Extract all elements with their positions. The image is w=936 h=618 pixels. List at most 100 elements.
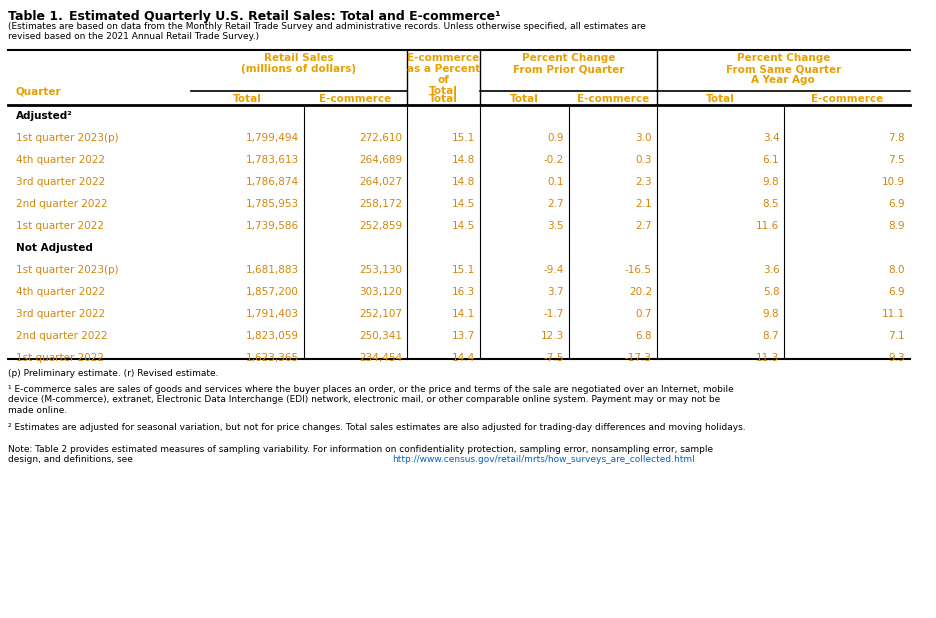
Text: 14.8: 14.8 (452, 155, 475, 165)
Text: 6.9: 6.9 (888, 199, 905, 209)
Text: 3.4: 3.4 (763, 133, 780, 143)
Text: 8.7: 8.7 (763, 331, 780, 341)
Text: -1.7: -1.7 (543, 309, 563, 319)
Text: 11.1: 11.1 (882, 309, 905, 319)
Text: Total: Total (510, 94, 539, 104)
Text: 0.1: 0.1 (548, 177, 563, 187)
Text: 8.0: 8.0 (888, 265, 905, 275)
Text: 1st quarter 2023(p): 1st quarter 2023(p) (16, 265, 118, 275)
Text: ¹ E-commerce sales are sales of goods and services where the buyer places an ord: ¹ E-commerce sales are sales of goods an… (7, 385, 734, 415)
Text: Total: Total (706, 94, 735, 104)
Text: From Prior Quarter: From Prior Quarter (513, 64, 624, 74)
Text: 1,783,613: 1,783,613 (246, 155, 299, 165)
Text: 0.3: 0.3 (636, 155, 651, 165)
Text: 15.1: 15.1 (452, 133, 475, 143)
Text: Percent Change: Percent Change (522, 53, 615, 63)
Text: 252,859: 252,859 (358, 221, 402, 231)
Text: E-commerce: E-commerce (811, 94, 884, 104)
Text: 1st quarter 2022: 1st quarter 2022 (16, 221, 104, 231)
Text: 2.7: 2.7 (636, 221, 651, 231)
Text: 13.7: 13.7 (452, 331, 475, 341)
Text: ² Estimates are adjusted for seasonal variation, but not for price changes. Tota: ² Estimates are adjusted for seasonal va… (7, 423, 745, 432)
Text: 14.1: 14.1 (452, 309, 475, 319)
Text: 2nd quarter 2022: 2nd quarter 2022 (16, 331, 108, 341)
Text: 7.5: 7.5 (888, 155, 905, 165)
Text: 272,610: 272,610 (358, 133, 402, 143)
Text: 258,172: 258,172 (358, 199, 402, 209)
Text: (p) Preliminary estimate. (r) Revised estimate.: (p) Preliminary estimate. (r) Revised es… (7, 369, 218, 378)
Text: Retail Sales: Retail Sales (264, 53, 334, 63)
Text: 14.5: 14.5 (452, 199, 475, 209)
Text: 1,739,586: 1,739,586 (246, 221, 299, 231)
Text: 5.8: 5.8 (763, 287, 780, 297)
Text: 1,799,494: 1,799,494 (246, 133, 299, 143)
Text: 1,857,200: 1,857,200 (246, 287, 299, 297)
Text: E-commerce: E-commerce (577, 94, 649, 104)
Text: Percent Change: Percent Change (737, 53, 830, 63)
Text: 1st quarter 2023(p): 1st quarter 2023(p) (16, 133, 118, 143)
Text: of: of (438, 75, 449, 85)
Text: (Estimates are based on data from the Monthly Retail Trade Survey and administra: (Estimates are based on data from the Mo… (7, 22, 646, 41)
Text: 4th quarter 2022: 4th quarter 2022 (16, 287, 105, 297)
Text: E-commerce: E-commerce (319, 94, 391, 104)
Text: 303,120: 303,120 (359, 287, 402, 297)
Text: 9.3: 9.3 (888, 353, 905, 363)
Text: 7.1: 7.1 (888, 331, 905, 341)
Text: Estimated Quarterly U.S. Retail Sales: Total and E-commerce¹: Estimated Quarterly U.S. Retail Sales: T… (68, 10, 500, 23)
Text: 1,823,059: 1,823,059 (246, 331, 299, 341)
Text: 0.9: 0.9 (548, 133, 563, 143)
Text: 264,689: 264,689 (358, 155, 402, 165)
Text: Total: Total (429, 86, 458, 96)
Text: Total: Total (429, 94, 458, 104)
Text: 1,681,883: 1,681,883 (246, 265, 299, 275)
Text: 3.0: 3.0 (636, 133, 651, 143)
Text: 9.8: 9.8 (763, 177, 780, 187)
Text: From Same Quarter: From Same Quarter (725, 64, 841, 74)
Text: 6.8: 6.8 (636, 331, 651, 341)
Text: 16.3: 16.3 (452, 287, 475, 297)
Text: http://www.census.gov/retail/mrts/how_surveys_are_collected.html: http://www.census.gov/retail/mrts/how_su… (392, 455, 695, 464)
Text: 11.3: 11.3 (756, 353, 780, 363)
Text: 6.9: 6.9 (888, 287, 905, 297)
Text: 11.6: 11.6 (756, 221, 780, 231)
Text: (millions of dollars): (millions of dollars) (241, 64, 357, 74)
Text: E-commerce: E-commerce (407, 53, 480, 63)
Text: 1,785,953: 1,785,953 (246, 199, 299, 209)
Text: 12.3: 12.3 (540, 331, 563, 341)
Text: 250,341: 250,341 (358, 331, 402, 341)
Text: 1,786,874: 1,786,874 (246, 177, 299, 187)
Text: 4th quarter 2022: 4th quarter 2022 (16, 155, 105, 165)
Text: 3rd quarter 2022: 3rd quarter 2022 (16, 177, 105, 187)
Text: Not Adjusted: Not Adjusted (16, 243, 93, 253)
Text: -9.4: -9.4 (543, 265, 563, 275)
Text: 14.4: 14.4 (452, 353, 475, 363)
Text: 2.3: 2.3 (636, 177, 651, 187)
Text: -7.5: -7.5 (543, 353, 563, 363)
Text: Adjusted²: Adjusted² (16, 111, 72, 121)
Text: 15.1: 15.1 (452, 265, 475, 275)
Text: -17.3: -17.3 (625, 353, 651, 363)
Text: as a Percent: as a Percent (407, 64, 480, 74)
Text: 10.9: 10.9 (882, 177, 905, 187)
Text: 3.7: 3.7 (547, 287, 563, 297)
Text: 3rd quarter 2022: 3rd quarter 2022 (16, 309, 105, 319)
Text: 1,791,403: 1,791,403 (246, 309, 299, 319)
Text: 7.8: 7.8 (888, 133, 905, 143)
Text: 9.8: 9.8 (763, 309, 780, 319)
Text: 8.9: 8.9 (888, 221, 905, 231)
Text: 2.1: 2.1 (636, 199, 651, 209)
Text: 264,027: 264,027 (358, 177, 402, 187)
Text: A Year Ago: A Year Ago (752, 75, 815, 85)
Text: -0.2: -0.2 (544, 155, 563, 165)
Text: 253,130: 253,130 (358, 265, 402, 275)
Text: 14.8: 14.8 (452, 177, 475, 187)
Text: 14.5: 14.5 (452, 221, 475, 231)
Text: 252,107: 252,107 (358, 309, 402, 319)
Text: Table 1.: Table 1. (7, 10, 63, 23)
Text: Total: Total (233, 94, 262, 104)
Text: Note: Table 2 provides estimated measures of sampling variability. For informati: Note: Table 2 provides estimated measure… (7, 445, 713, 464)
Text: 1,623,365: 1,623,365 (246, 353, 299, 363)
Text: 8.5: 8.5 (763, 199, 780, 209)
Text: 3.6: 3.6 (763, 265, 780, 275)
Text: 20.2: 20.2 (629, 287, 651, 297)
